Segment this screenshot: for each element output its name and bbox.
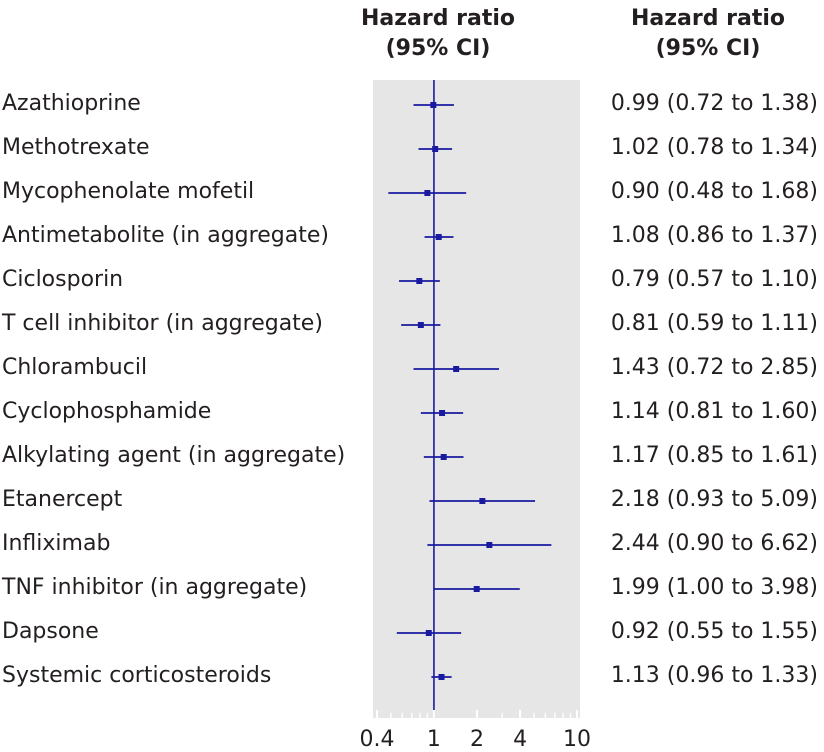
row-label: Dapsone <box>2 619 99 644</box>
row-ci-value: 1.43 (0.72 to 2.85) <box>610 355 818 380</box>
point-estimate <box>440 454 447 460</box>
row-label: Ciclosporin <box>2 267 124 292</box>
x-tick-label: 1 <box>427 727 441 752</box>
x-tick-label: 2 <box>470 727 484 752</box>
row-ci-value: 1.08 (0.86 to 1.37) <box>610 223 818 248</box>
row-ci-value: 0.99 (0.72 to 1.38) <box>610 91 818 116</box>
point-estimate <box>479 498 486 504</box>
row-ci-value: 2.44 (0.90 to 6.62) <box>610 531 818 556</box>
point-estimate <box>486 542 493 548</box>
point-estimate <box>439 410 446 416</box>
point-estimate <box>432 146 439 152</box>
ci-header-line1: Hazard ratio <box>630 6 786 31</box>
plot-column-header: Hazard ratio (95% CI) <box>338 4 538 64</box>
point-estimate <box>416 278 423 284</box>
x-tick-label: 10 <box>563 727 591 752</box>
point-estimate <box>435 234 442 240</box>
plot-header-line1: Hazard ratio <box>360 6 516 31</box>
row-ci-value: 0.92 (0.55 to 1.55) <box>610 619 818 644</box>
point-estimate <box>417 322 424 328</box>
plot-header-line2: (95% CI) <box>385 36 491 61</box>
point-estimate <box>430 102 437 108</box>
ci-header-line2: (95% CI) <box>655 36 761 61</box>
row-label: Methotrexate <box>2 135 150 160</box>
row-ci-value: 1.99 (1.00 to 3.98) <box>610 575 818 600</box>
row-label: Systemic corticosteroids <box>2 663 272 688</box>
x-tick-label: 4 <box>513 727 527 752</box>
row-ci-value: 1.17 (0.85 to 1.61) <box>610 443 818 468</box>
point-estimate <box>425 630 432 636</box>
row-label: Cyclophosphamide <box>2 399 212 424</box>
row-label: Infliximab <box>2 531 111 556</box>
row-label: Antimetabolite (in aggregate) <box>2 223 329 248</box>
row-ci-value: 2.18 (0.93 to 5.09) <box>610 487 818 512</box>
row-label: Azathioprine <box>2 91 141 116</box>
point-estimate <box>424 190 431 196</box>
x-tick-label: 0.4 <box>360 727 395 752</box>
row-label: Alkylating agent (in aggregate) <box>2 443 346 468</box>
row-ci-value: 1.13 (0.96 to 1.33) <box>610 663 818 688</box>
row-label: Etanercept <box>2 487 123 512</box>
row-ci-value: 0.81 (0.59 to 1.11) <box>610 311 818 336</box>
row-label: T cell inhibitor (in aggregate) <box>2 311 323 336</box>
plot-panel <box>373 80 580 718</box>
row-label: Mycophenolate mofetil <box>2 179 255 204</box>
row-ci-value: 0.90 (0.48 to 1.68) <box>610 179 818 204</box>
point-estimate <box>453 366 460 372</box>
row-ci-value: 0.79 (0.57 to 1.10) <box>610 267 818 292</box>
row-ci-value: 1.14 (0.81 to 1.60) <box>610 399 818 424</box>
point-estimate <box>438 674 445 680</box>
row-label: TNF inhibitor (in aggregate) <box>2 575 308 600</box>
row-ci-value: 1.02 (0.78 to 1.34) <box>610 135 818 160</box>
point-estimate <box>473 586 480 592</box>
row-label: Chlorambucil <box>2 355 148 380</box>
ci-column-header: Hazard ratio (95% CI) <box>608 4 808 64</box>
